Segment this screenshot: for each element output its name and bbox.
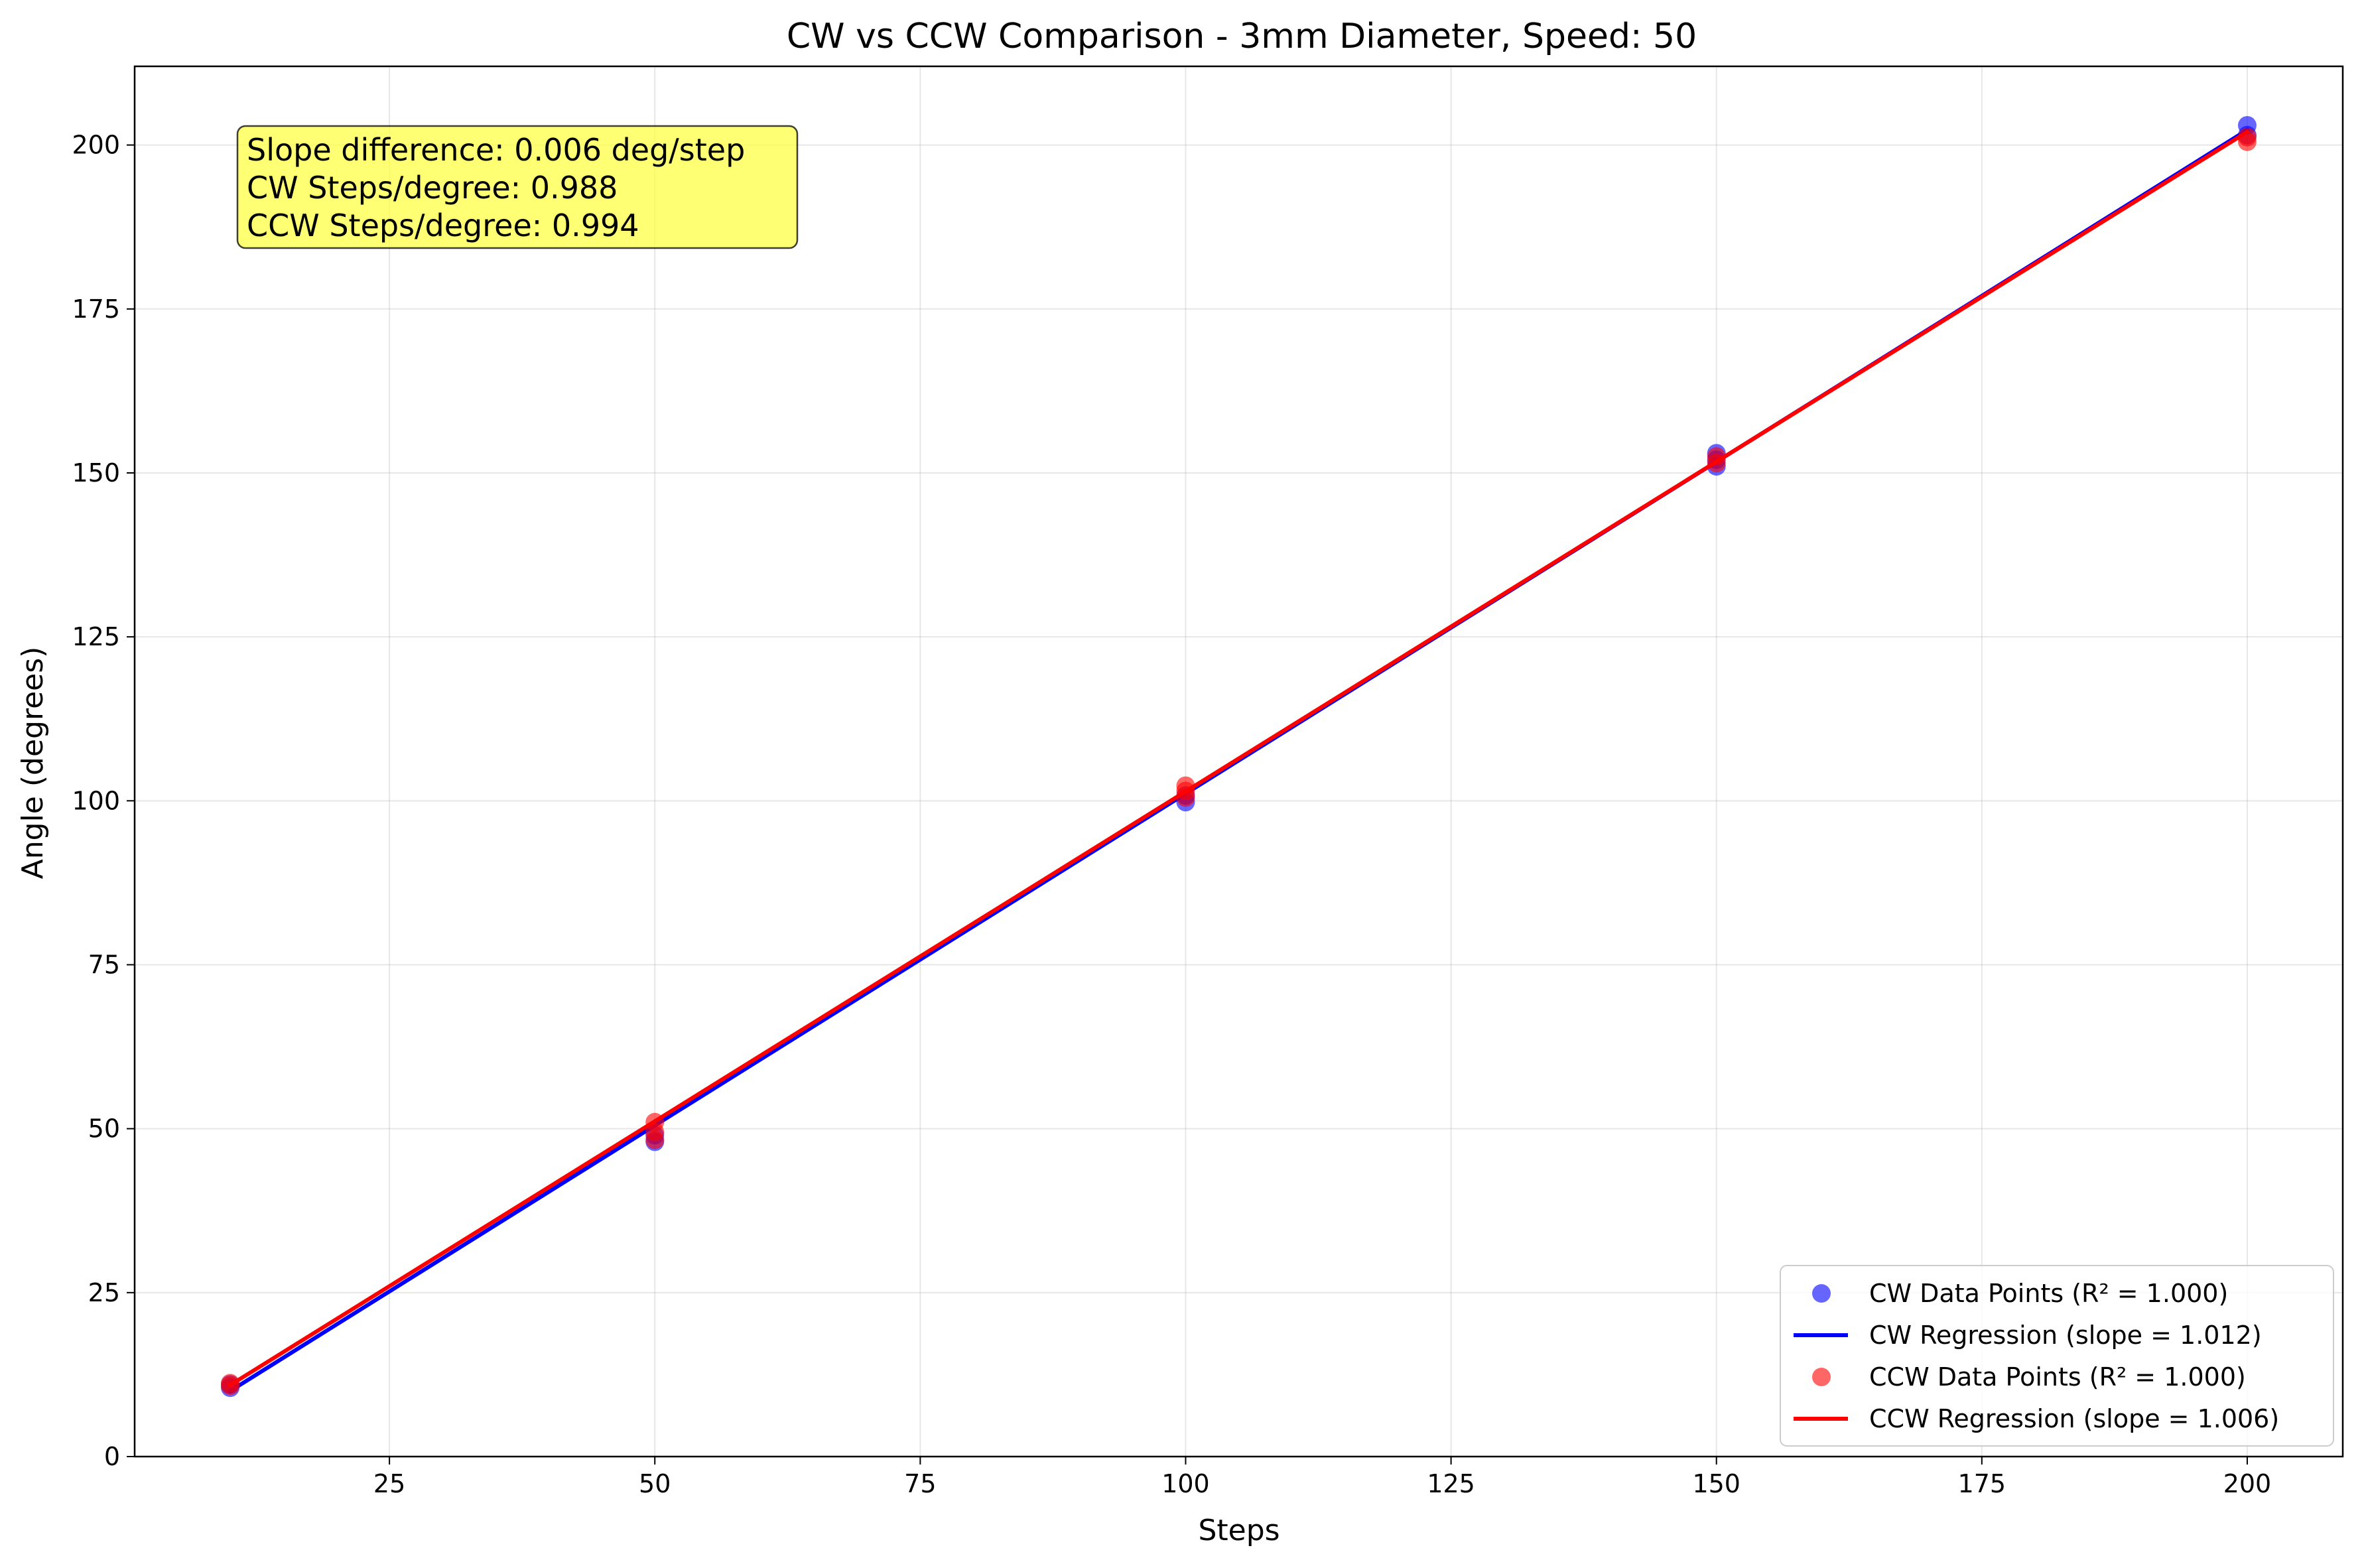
ticks: 25 50 75 100 125 150 175 200 0 25 50 75 100 125 150 175… (72, 131, 2271, 1498)
annotation-line: CCW Steps/degree: 0.994 (247, 208, 639, 243)
x-tick-label: 75 (904, 1469, 936, 1498)
series-3 (227, 129, 2251, 1388)
chart-title: CW vs CCW Comparison - 3mm Diameter, Spe… (787, 17, 1697, 56)
x-axis-label: Steps (1198, 1514, 1280, 1547)
data-point (1707, 447, 1726, 466)
y-tick-label: 0 (104, 1442, 120, 1471)
annotation-line: Slope difference: 0.006 deg/step (247, 132, 745, 168)
x-tick-label: 150 (1692, 1469, 1740, 1498)
y-tick-label: 50 (88, 1114, 120, 1143)
annotation-line: CW Steps/degree: 0.988 (247, 170, 618, 206)
y-tick-label: 150 (72, 458, 120, 488)
legend-label: CCW Regression (slope = 1.006) (1869, 1404, 2279, 1433)
legend-marker (1812, 1368, 1831, 1386)
legend-label: CCW Data Points (R² = 1.000) (1869, 1362, 2246, 1392)
x-tick-label: 25 (373, 1469, 405, 1498)
y-tick-label: 125 (72, 622, 120, 651)
x-tick-label: 125 (1427, 1469, 1475, 1498)
annotation-background (236, 125, 799, 249)
y-axis-label: Angle (degrees) (16, 647, 50, 880)
y-tick-label: 100 (72, 786, 120, 815)
x-tick-label: 175 (1958, 1469, 2006, 1498)
y-tick-label: 75 (88, 950, 120, 979)
legend: CW Data Points (R² = 1.000) CW Regression… (1780, 1265, 2334, 1447)
series-layer (221, 115, 2257, 1398)
y-tick-label: 25 (88, 1278, 120, 1307)
y-tick-label: 175 (72, 294, 120, 324)
legend-label: CW Data Points (R² = 1.000) (1869, 1279, 2228, 1308)
x-tick-label: 200 (2223, 1469, 2272, 1498)
legend-frame (1780, 1265, 2334, 1447)
legend-label: CW Regression (slope = 1.012) (1869, 1321, 2262, 1350)
plot-frame (133, 65, 2344, 1458)
x-tick-label: 100 (1161, 1469, 1210, 1498)
legend-marker (1812, 1284, 1831, 1303)
regression-line (227, 129, 2251, 1388)
x-tick-label: 50 (639, 1469, 671, 1498)
y-tick-label: 200 (72, 131, 120, 160)
